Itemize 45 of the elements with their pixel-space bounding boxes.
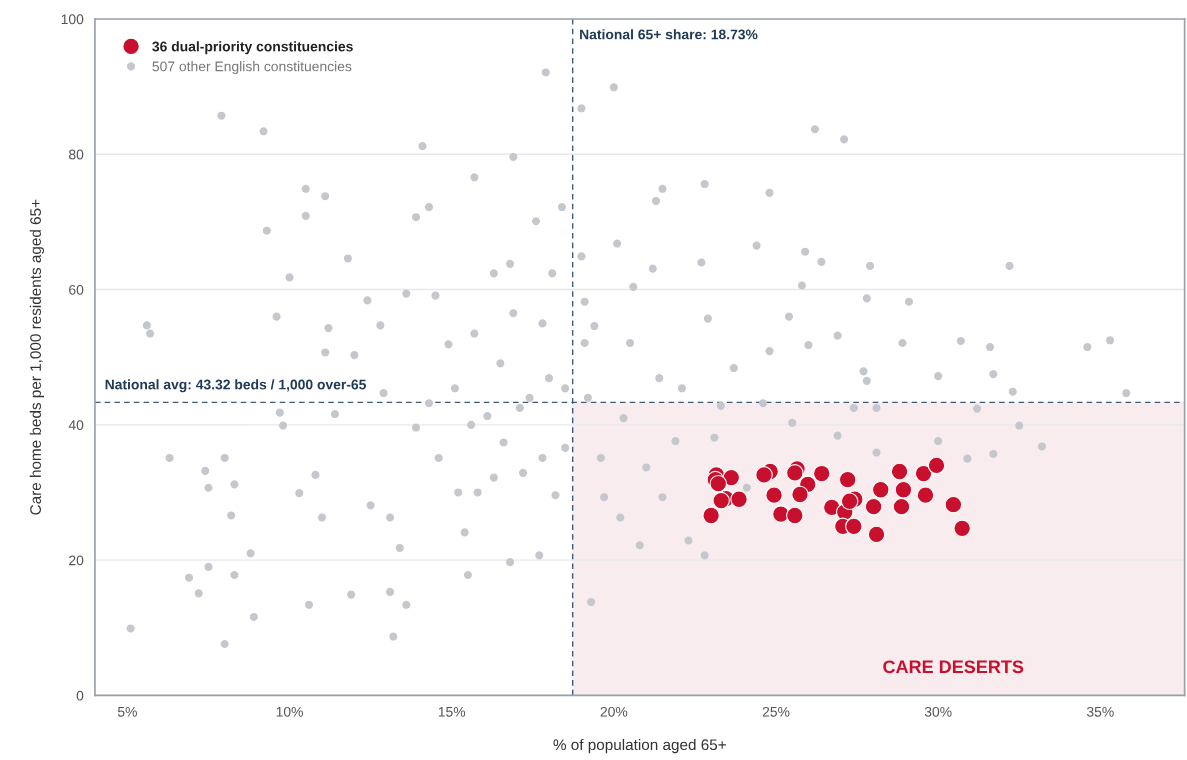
point bbox=[840, 492, 859, 511]
x-tick-label: 25% bbox=[762, 706, 790, 717]
point bbox=[864, 497, 883, 516]
point bbox=[845, 517, 863, 536]
point bbox=[944, 495, 963, 514]
point bbox=[927, 456, 946, 475]
y-tick-label: 80 bbox=[69, 149, 84, 160]
point bbox=[712, 491, 730, 510]
x-tick-label: 35% bbox=[1086, 706, 1114, 717]
y-tick-label: 40 bbox=[68, 420, 84, 431]
x-tick-label: 15% bbox=[438, 706, 466, 717]
point bbox=[953, 519, 971, 538]
legend-label: 507 other English constituencies bbox=[152, 61, 352, 75]
point bbox=[890, 462, 909, 481]
ref-line-label: National 65+ share: 18.73% bbox=[580, 29, 758, 40]
x-tick-label: 30% bbox=[924, 706, 952, 717]
point bbox=[786, 464, 804, 482]
y-tick-label: 0 bbox=[76, 690, 84, 701]
x-axis-title: % of population aged 65+ bbox=[553, 738, 726, 754]
point bbox=[702, 506, 720, 525]
point bbox=[838, 470, 857, 489]
y-axis-title: Care home beds per 1,000 residents aged 65+ bbox=[29, 199, 45, 515]
point bbox=[812, 464, 831, 483]
y-tick-label: 20 bbox=[69, 555, 84, 566]
point bbox=[894, 481, 913, 499]
point bbox=[871, 481, 890, 499]
point bbox=[867, 525, 886, 544]
point bbox=[916, 486, 935, 504]
point bbox=[722, 468, 741, 487]
point bbox=[786, 506, 804, 525]
y-tick-label: 60 bbox=[69, 284, 84, 295]
x-tick-label: 20% bbox=[600, 706, 628, 717]
point bbox=[730, 490, 748, 509]
point bbox=[914, 464, 933, 483]
point bbox=[791, 485, 809, 504]
x-tick-label: 10% bbox=[276, 706, 303, 717]
point bbox=[892, 497, 911, 516]
x-tick-label: 5% bbox=[117, 706, 137, 717]
point bbox=[755, 466, 773, 484]
point bbox=[765, 486, 783, 504]
ref-line-label: National avg: 43.32 beds / 1,000 over-65 bbox=[105, 379, 366, 393]
band-label: CARE DESERTS bbox=[883, 660, 1024, 674]
legend-label: 36 dual-priority constituencies bbox=[152, 41, 353, 55]
y-tick-label: 100 bbox=[61, 14, 84, 25]
point bbox=[709, 474, 728, 493]
